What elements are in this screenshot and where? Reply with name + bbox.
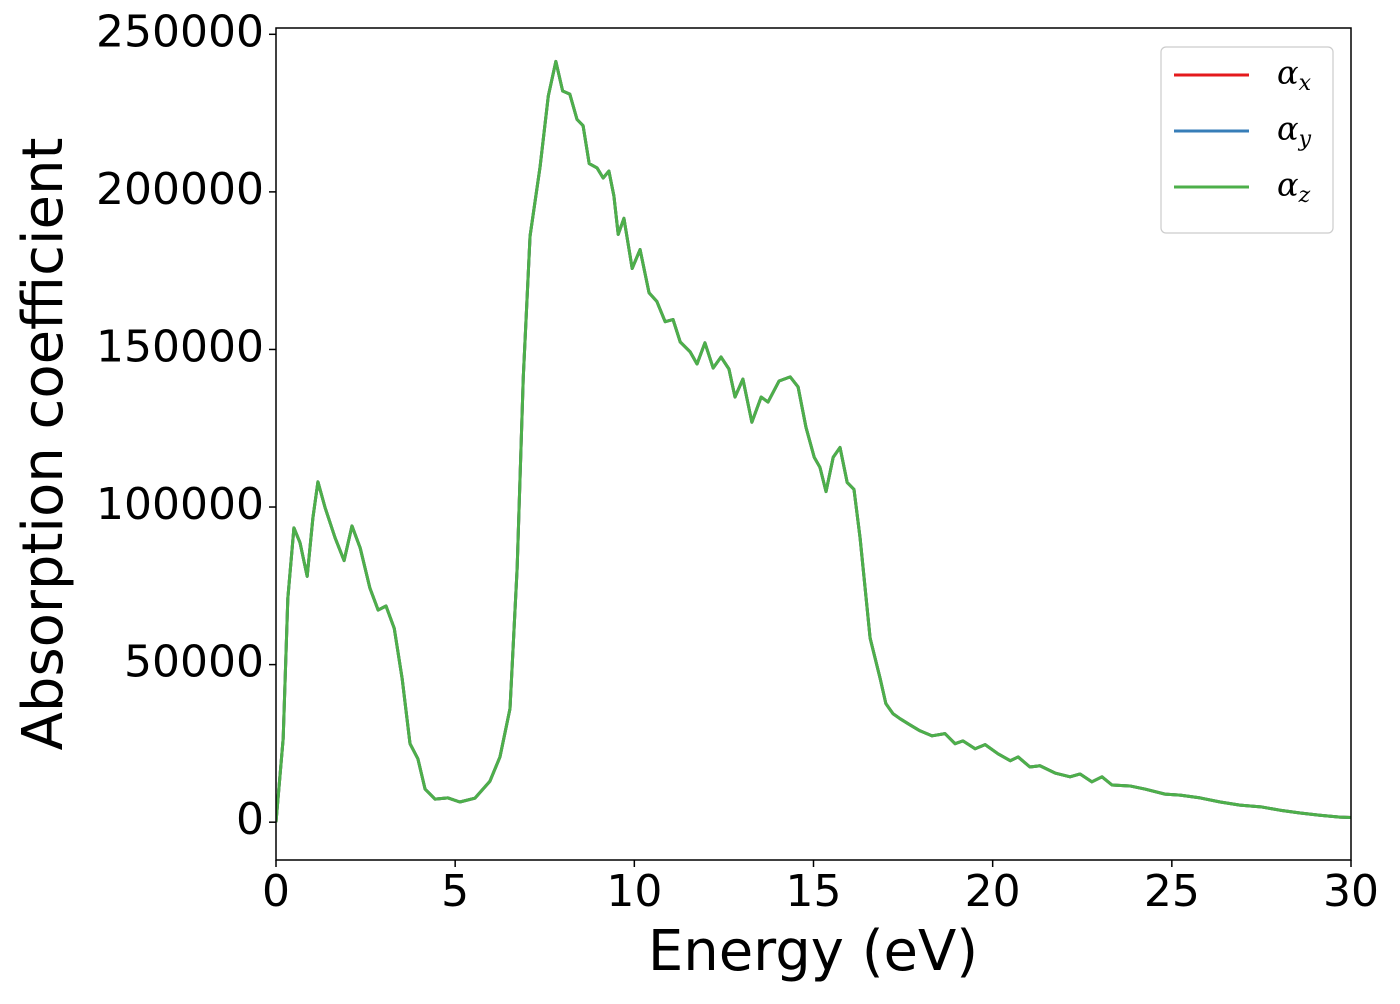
legend-subscript: y xyxy=(1298,127,1312,152)
x-axis-label: Energy (eV) xyxy=(648,919,978,984)
y-axis-label: Absorption coefficient xyxy=(11,138,76,751)
y-tick-label: 250000 xyxy=(96,6,264,57)
x-tick-label: 15 xyxy=(786,866,842,917)
axes-frame xyxy=(275,27,1352,861)
y-tick-label: 50000 xyxy=(124,637,264,688)
y-tick-label: 200000 xyxy=(96,164,264,215)
legend-subscript: x xyxy=(1299,71,1312,96)
data-line xyxy=(276,59,1351,823)
x-tick-label: 25 xyxy=(1144,866,1200,917)
x-tick-label: 0 xyxy=(262,866,290,917)
legend-subscript: z xyxy=(1298,183,1311,208)
x-tick-label: 5 xyxy=(441,866,469,917)
x-tick-label: 20 xyxy=(965,866,1021,917)
x-tick-label: 30 xyxy=(1323,866,1379,917)
y-tick-label: 100000 xyxy=(96,479,264,530)
y-tick-label: 0 xyxy=(236,794,264,845)
x-tick-label: 10 xyxy=(606,866,662,917)
y-tick-label: 150000 xyxy=(96,321,264,372)
